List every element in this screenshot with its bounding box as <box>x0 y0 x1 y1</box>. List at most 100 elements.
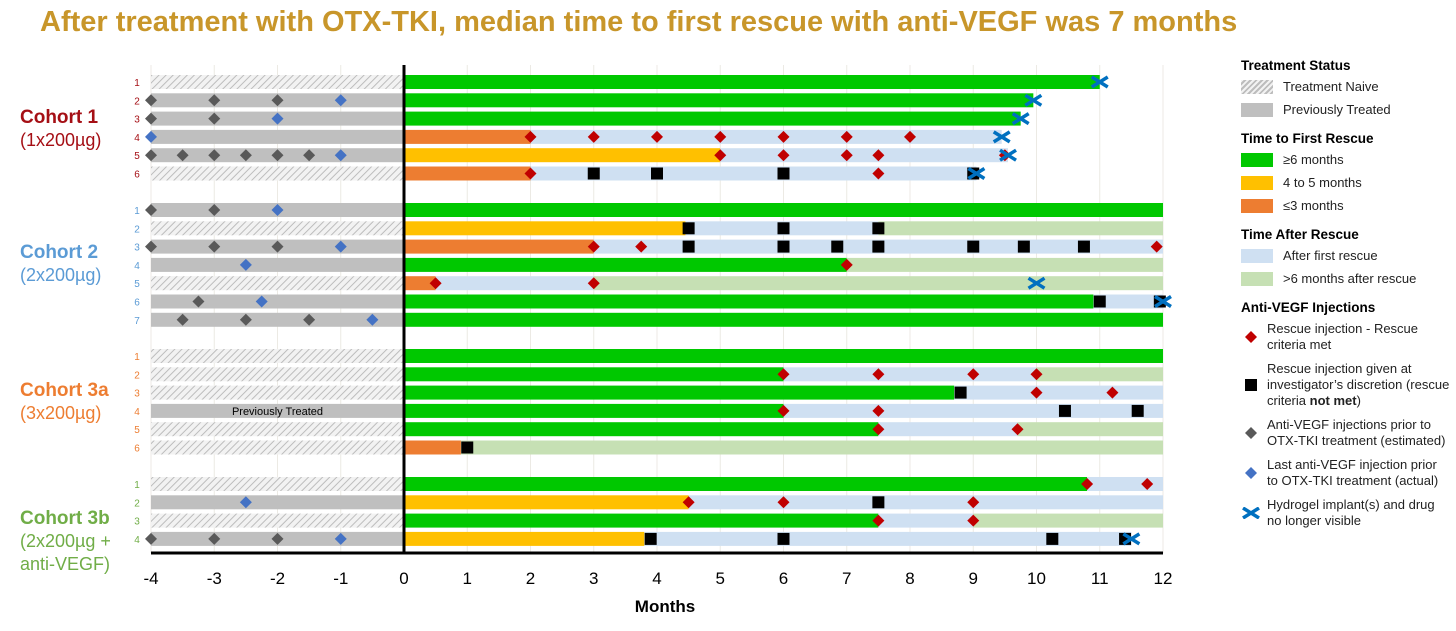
cohort-name: Cohort 3a <box>20 380 109 401</box>
rescue-injection-diamond <box>1011 423 1024 436</box>
gray-diamond-icon <box>1241 427 1261 439</box>
rescue-injection-diamond <box>1141 478 1154 490</box>
green-segment <box>404 312 1163 327</box>
legend-label: Last anti-VEGF injection prior to OTX-TK… <box>1267 457 1439 488</box>
legend-label: ≤3 months <box>1283 198 1344 213</box>
treatment-naive-bar <box>151 75 404 89</box>
cohort-dose-line2: anti-VEGF) <box>20 554 111 574</box>
row-number: 6 <box>134 444 140 455</box>
yellow-segment <box>404 148 721 163</box>
prior-injection-diamond <box>145 240 157 253</box>
last-injection-diamond <box>239 258 252 271</box>
treatment-naive-bar <box>151 513 404 528</box>
after-segment <box>783 403 1163 418</box>
rescue-injection-diamond <box>904 130 916 143</box>
prior-injection-diamond <box>145 204 157 216</box>
after6-segment <box>973 513 1163 528</box>
prior-injection-diamond <box>192 295 205 308</box>
prior-injection-diamond <box>145 94 157 107</box>
rescue-injection-diamond <box>1106 386 1119 399</box>
legend-label: Hydrogel implant(s) and drug no longer v… <box>1267 497 1435 528</box>
hydrogel-not-visible-x <box>1024 93 1043 107</box>
rescue-injection-diamond <box>872 167 885 180</box>
prior-injection-diamond <box>176 149 189 162</box>
m45-swatch <box>1241 175 1273 190</box>
rescue-injection-diamond <box>524 167 537 180</box>
prev-swatch <box>1241 102 1273 117</box>
discretion-injection-square <box>872 240 885 253</box>
green-segment <box>404 422 879 437</box>
prior-injection-diamond <box>303 313 316 326</box>
legend-label: ≥6 months <box>1283 152 1344 167</box>
rescue-injection-diamond <box>587 240 600 253</box>
row-number: 2 <box>134 498 140 509</box>
rescue-injection-diamond <box>587 130 600 143</box>
rescue-injection-diamond <box>1081 478 1094 490</box>
row-number: 3 <box>134 389 140 400</box>
treatment-naive-bar <box>151 477 404 491</box>
last-injection-diamond <box>145 130 157 143</box>
row-number: 3 <box>134 517 140 528</box>
legend-heading: Time to First Rescue <box>1241 131 1374 146</box>
prior-injection-diamond <box>271 532 284 545</box>
prior-injection-diamond <box>145 112 157 125</box>
rescue-injection-diamond <box>872 404 885 417</box>
x-tick-label: -3 <box>207 569 222 588</box>
cohort-3b-label: Cohort 3b (2x200µg + anti-VEGF) <box>20 507 111 576</box>
green-segment <box>404 257 847 272</box>
discretion-injection-square <box>461 441 474 454</box>
x-axis-title: Months <box>635 597 695 616</box>
discretion-injection-square <box>777 167 790 180</box>
orange-segment <box>404 166 531 181</box>
rescue-injection-diamond <box>967 368 980 381</box>
last-injection-diamond <box>271 204 284 216</box>
x-tick-label: 2 <box>526 569 535 588</box>
after-segment <box>530 166 977 181</box>
green-segment <box>404 385 955 400</box>
row-number: 7 <box>134 316 140 327</box>
naive-swatch <box>1241 79 1273 94</box>
legend-label: Previously Treated <box>1283 102 1391 117</box>
last-injection-diamond <box>366 313 379 326</box>
cohort-name: Cohort 1 <box>20 107 99 128</box>
x-tick-label: -2 <box>270 569 285 588</box>
x-tick-label: 8 <box>905 569 914 588</box>
after-segment <box>1087 477 1163 491</box>
x-tick-label: 11 <box>1091 569 1109 588</box>
previously-treated-bar <box>151 403 404 418</box>
last-injection-diamond <box>239 496 252 509</box>
last-injection-diamond <box>334 94 347 107</box>
legend: Treatment Status Treatment Naive Previou… <box>1241 58 1451 537</box>
row-number: 6 <box>134 170 140 181</box>
ge6-swatch <box>1241 152 1273 167</box>
rescue-injection-diamond <box>872 514 885 527</box>
le3-swatch <box>1241 198 1273 213</box>
x-tick-label: 3 <box>589 569 598 588</box>
row-number: 1 <box>134 480 140 491</box>
orange-segment <box>404 440 461 455</box>
rescue-injection-diamond <box>777 404 790 417</box>
discretion-injection-square <box>777 532 790 545</box>
treatment-naive-bar <box>151 367 404 382</box>
row-number: 1 <box>134 206 140 217</box>
green-segment <box>404 111 1021 126</box>
legend-label: Anti-VEGF injections prior to OTX-TKI tr… <box>1267 417 1446 448</box>
cohort-dose: (2x200µg) <box>20 265 102 285</box>
green-segment <box>404 203 1163 217</box>
discretion-injection-square <box>1046 532 1059 545</box>
rescue-injection-diamond <box>872 423 885 436</box>
treatment-naive-bar <box>151 385 404 400</box>
cohort-dose: (3x200µg) <box>20 403 102 423</box>
rescue-injection-diamond <box>967 496 980 509</box>
last-injection-diamond <box>334 149 347 162</box>
black-square-icon <box>1241 379 1261 391</box>
treatment-naive-bar <box>151 221 404 236</box>
prior-injection-diamond <box>208 240 221 253</box>
discretion-injection-square <box>1093 295 1106 308</box>
x-tick-label: 5 <box>716 569 725 588</box>
after-segment <box>878 422 1018 437</box>
treatment-naive-bar <box>151 440 404 455</box>
after6-segment <box>460 440 1163 455</box>
discretion-injection-square <box>682 240 695 253</box>
